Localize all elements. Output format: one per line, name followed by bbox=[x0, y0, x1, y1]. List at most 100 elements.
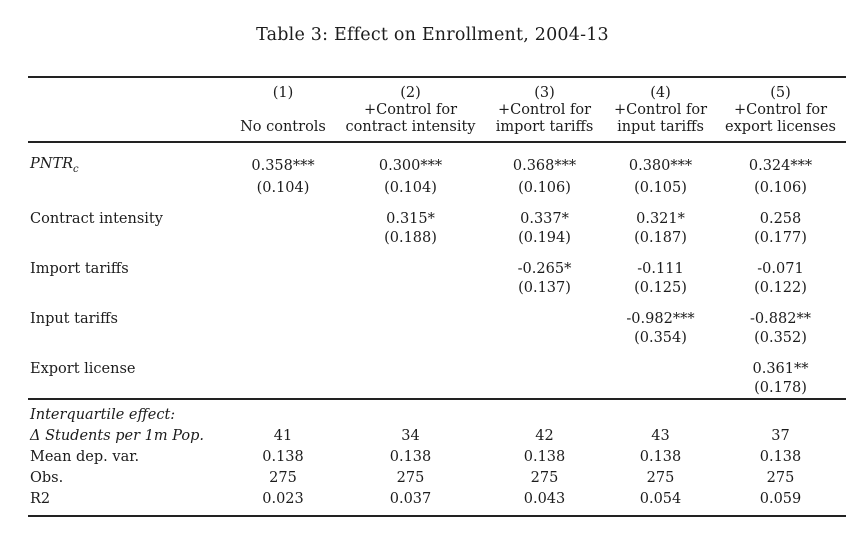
stat-cell: 0.043 bbox=[483, 488, 606, 517]
estimate-cell: 0.361** bbox=[752, 360, 809, 377]
column-header-4: (4) +Control for input tariffs bbox=[606, 77, 715, 143]
column-number: (3) bbox=[534, 85, 555, 101]
stat-cell: 275 bbox=[269, 469, 297, 486]
estimate-cell: -0.265* bbox=[517, 260, 572, 277]
se-cell: (0.188) bbox=[384, 229, 437, 246]
column-name: import tariffs bbox=[495, 119, 594, 135]
se-row-export-license: (0.178) bbox=[28, 379, 846, 399]
stat-label: R2 bbox=[28, 488, 228, 517]
se-cell bbox=[228, 279, 338, 298]
se-cell: (0.194) bbox=[518, 229, 571, 246]
stat-label: Obs. bbox=[30, 469, 64, 486]
column-control-line: +Control for bbox=[733, 102, 828, 118]
stat-cell: 275 bbox=[530, 469, 559, 486]
stat-cell: 0.138 bbox=[639, 448, 682, 465]
column-number: (4) bbox=[650, 85, 671, 101]
stat-cell: 0.138 bbox=[262, 448, 304, 465]
se-cell: (0.104) bbox=[384, 179, 437, 196]
se-cell: (0.106) bbox=[754, 179, 807, 196]
summary-stats-rows: Interquartile effect: Δ Students per 1m … bbox=[28, 397, 846, 517]
se-cell: (0.177) bbox=[754, 229, 807, 246]
se-cell: (0.106) bbox=[518, 179, 571, 196]
estimate-cell: 0.337* bbox=[520, 210, 569, 227]
stat-cell: 275 bbox=[646, 469, 675, 486]
se-cell: (0.104) bbox=[256, 179, 310, 196]
estimate-cell: 0.300*** bbox=[378, 158, 443, 175]
column-number: (5) bbox=[770, 85, 791, 101]
se-cell bbox=[228, 379, 338, 399]
se-cell: (0.352) bbox=[754, 329, 807, 346]
stat-cell: 0.138 bbox=[523, 448, 566, 465]
se-cell bbox=[338, 379, 483, 399]
estimate-cell: 0.321* bbox=[636, 210, 685, 227]
estimate-cell bbox=[338, 348, 483, 379]
se-cell bbox=[338, 329, 483, 348]
column-header-2: (2) +Control for contract intensity bbox=[338, 77, 483, 143]
coefficient-rows: PNTRc 0.358*** 0.300*** 0.368*** 0.380**… bbox=[28, 142, 846, 399]
header-empty-cell bbox=[28, 77, 228, 143]
stat-row-r2: R2 0.023 0.037 0.043 0.054 0.059 bbox=[28, 488, 846, 517]
estimate-cell bbox=[228, 348, 338, 379]
se-cell: (0.187) bbox=[634, 229, 687, 246]
header-row: (1) No controls (2) +Control for contrac… bbox=[28, 77, 846, 143]
table-title: Table 3: Effect on Enrollment, 2004-13 bbox=[256, 25, 609, 45]
estimate-cell bbox=[228, 298, 338, 329]
coef-row-pntr: PNTRc 0.358*** 0.300*** 0.368*** 0.380**… bbox=[28, 142, 846, 179]
stat-cell: 275 bbox=[766, 469, 795, 486]
estimate-cell: -0.111 bbox=[637, 260, 684, 277]
column-number: (2) bbox=[400, 85, 421, 101]
se-row-input-tariffs: (0.354) (0.352) bbox=[28, 329, 846, 348]
se-cell: (0.354) bbox=[634, 329, 687, 346]
column-name: No controls bbox=[240, 119, 326, 135]
column-control-line bbox=[228, 102, 338, 119]
row-label-empty bbox=[28, 179, 228, 198]
stat-label: Δ Students per 1m Pop. bbox=[30, 427, 205, 444]
row-label: Contract intensity bbox=[30, 210, 163, 227]
se-row-import-tariffs: (0.137) (0.125) (0.122) bbox=[28, 279, 846, 298]
se-cell: (0.137) bbox=[518, 279, 571, 296]
stat-cell: 0.138 bbox=[389, 448, 432, 465]
stat-cell: 42 bbox=[535, 427, 554, 444]
stat-cell: 41 bbox=[273, 427, 293, 444]
coef-row-export-license: Export license 0.361** bbox=[28, 348, 846, 379]
stat-label: Mean dep. var. bbox=[30, 448, 140, 465]
se-cell bbox=[483, 329, 606, 348]
stats-section-label: Interquartile effect: bbox=[28, 397, 846, 426]
regression-table: (1) No controls (2) +Control for contrac… bbox=[28, 76, 846, 517]
row-label-empty bbox=[28, 229, 228, 248]
stat-cell: 37 bbox=[771, 427, 790, 444]
stat-cell: 0.037 bbox=[338, 488, 483, 517]
coef-row-contract-intensity: Contract intensity 0.315* 0.337* 0.321* … bbox=[28, 198, 846, 229]
estimate-cell: -0.882** bbox=[750, 310, 811, 327]
estimate-cell bbox=[338, 248, 483, 279]
estimate-cell: 0.315* bbox=[386, 210, 435, 227]
estimate-cell: -0.982*** bbox=[626, 310, 695, 327]
row-label-empty bbox=[28, 279, 228, 298]
table-container: (1) No controls (2) +Control for contrac… bbox=[28, 76, 846, 517]
row-label-empty bbox=[28, 379, 228, 399]
column-name: export licenses bbox=[725, 119, 836, 135]
stat-row-obs: Obs. 275 275 275 275 275 bbox=[28, 468, 846, 489]
page: { "page": { "title": "Table 3: Effect on… bbox=[0, 24, 865, 544]
row-label: Import tariffs bbox=[30, 260, 129, 277]
row-label: Export license bbox=[30, 360, 136, 377]
column-control-line: +Control for bbox=[363, 102, 458, 118]
stat-cell: 0.138 bbox=[759, 448, 802, 465]
coef-row-import-tariffs: Import tariffs -0.265* -0.111 -0.071 bbox=[28, 248, 846, 279]
se-row-contract-intensity: (0.188) (0.194) (0.187) (0.177) bbox=[28, 229, 846, 248]
estimate-cell bbox=[228, 198, 338, 229]
coef-row-input-tariffs: Input tariffs -0.982*** -0.882** bbox=[28, 298, 846, 329]
row-label-pntr: PNTRc bbox=[30, 156, 79, 175]
estimate-cell: 0.358*** bbox=[251, 158, 315, 175]
estimate-cell bbox=[606, 348, 715, 379]
estimate-cell: 0.368*** bbox=[512, 158, 577, 175]
stat-row-iq-effect: Δ Students per 1m Pop. 41 34 42 43 37 bbox=[28, 426, 846, 447]
stat-cell: 0.059 bbox=[715, 488, 846, 517]
estimate-cell: 0.380*** bbox=[628, 158, 693, 175]
row-label: Input tariffs bbox=[30, 310, 118, 327]
se-cell: (0.122) bbox=[754, 279, 807, 296]
stat-cell: 0.054 bbox=[606, 488, 715, 517]
row-label-empty bbox=[28, 329, 228, 348]
se-cell bbox=[338, 279, 483, 298]
column-name: contract intensity bbox=[345, 119, 476, 135]
